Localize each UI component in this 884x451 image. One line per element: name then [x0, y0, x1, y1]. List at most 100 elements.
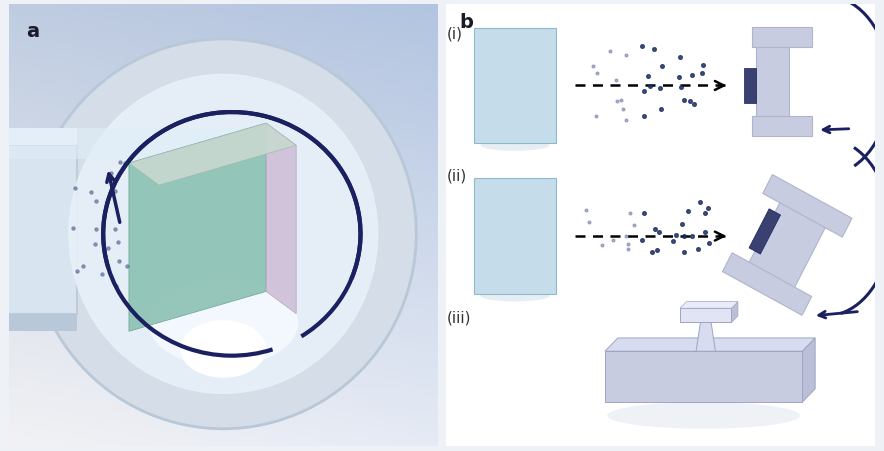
Point: [606, 236, 621, 244]
Point: [696, 70, 710, 78]
Circle shape: [69, 75, 377, 393]
Point: [693, 199, 707, 206]
Point: [67, 185, 81, 192]
Polygon shape: [722, 253, 812, 316]
Point: [635, 44, 649, 51]
Point: [648, 226, 662, 233]
Point: [585, 63, 599, 70]
Point: [677, 249, 691, 256]
Point: [108, 226, 122, 234]
Point: [652, 229, 667, 236]
Point: [685, 73, 699, 80]
Point: [65, 225, 80, 232]
Point: [687, 101, 701, 109]
Point: [647, 46, 661, 53]
FancyBboxPatch shape: [605, 351, 803, 402]
Point: [697, 229, 712, 236]
Point: [84, 189, 98, 197]
Point: [103, 170, 118, 177]
FancyBboxPatch shape: [680, 308, 731, 323]
Point: [696, 63, 710, 70]
Text: (ii): (ii): [446, 168, 467, 183]
Point: [623, 210, 637, 217]
Point: [111, 239, 126, 246]
Polygon shape: [696, 323, 715, 351]
Point: [682, 208, 696, 216]
Point: [666, 237, 680, 244]
Point: [583, 219, 597, 226]
Point: [589, 113, 603, 120]
Point: [621, 241, 635, 249]
Point: [698, 210, 713, 217]
Polygon shape: [731, 302, 738, 323]
Point: [637, 113, 652, 120]
Point: [685, 232, 699, 239]
Polygon shape: [743, 190, 832, 301]
Point: [654, 106, 668, 114]
Text: (iii): (iii): [446, 309, 471, 324]
Point: [619, 233, 633, 240]
Point: [701, 205, 715, 212]
Point: [610, 98, 624, 106]
Point: [619, 117, 633, 124]
Point: [674, 221, 689, 228]
Text: b: b: [459, 14, 473, 32]
Point: [650, 247, 664, 254]
Ellipse shape: [180, 321, 266, 378]
Point: [702, 240, 716, 247]
Point: [619, 52, 633, 59]
Point: [70, 268, 84, 275]
Ellipse shape: [30, 40, 416, 429]
FancyBboxPatch shape: [474, 29, 556, 144]
FancyBboxPatch shape: [0, 146, 78, 314]
Point: [637, 88, 652, 95]
Point: [595, 242, 609, 249]
Point: [616, 106, 630, 113]
Ellipse shape: [607, 402, 800, 429]
Point: [674, 55, 688, 62]
Point: [655, 64, 669, 71]
Point: [613, 97, 628, 104]
Point: [636, 237, 650, 244]
FancyBboxPatch shape: [446, 5, 875, 446]
Polygon shape: [605, 338, 815, 351]
Polygon shape: [129, 124, 266, 331]
Point: [101, 245, 115, 252]
Point: [95, 271, 110, 278]
Polygon shape: [9, 128, 245, 159]
Point: [636, 210, 651, 217]
Point: [109, 282, 123, 290]
Point: [603, 49, 617, 56]
FancyBboxPatch shape: [474, 179, 556, 294]
Polygon shape: [749, 209, 781, 254]
FancyBboxPatch shape: [752, 28, 812, 48]
Point: [100, 199, 114, 207]
Point: [643, 83, 657, 90]
Point: [676, 98, 690, 105]
Text: a: a: [26, 22, 39, 41]
Ellipse shape: [149, 279, 298, 367]
Point: [89, 198, 103, 205]
Point: [120, 262, 134, 270]
Point: [75, 263, 89, 270]
Polygon shape: [266, 124, 296, 314]
Polygon shape: [0, 314, 78, 331]
Ellipse shape: [481, 291, 549, 302]
Ellipse shape: [481, 140, 549, 152]
Point: [669, 232, 683, 239]
Polygon shape: [803, 338, 815, 402]
Point: [627, 222, 641, 229]
Point: [108, 188, 122, 195]
Point: [113, 160, 127, 167]
Point: [674, 84, 688, 92]
Point: [88, 226, 103, 233]
Polygon shape: [680, 302, 738, 308]
Point: [621, 246, 635, 253]
Point: [590, 70, 604, 78]
FancyBboxPatch shape: [752, 116, 812, 137]
Point: [645, 249, 659, 257]
Polygon shape: [129, 124, 296, 186]
Point: [609, 78, 623, 85]
Point: [682, 98, 697, 106]
Point: [653, 85, 667, 92]
